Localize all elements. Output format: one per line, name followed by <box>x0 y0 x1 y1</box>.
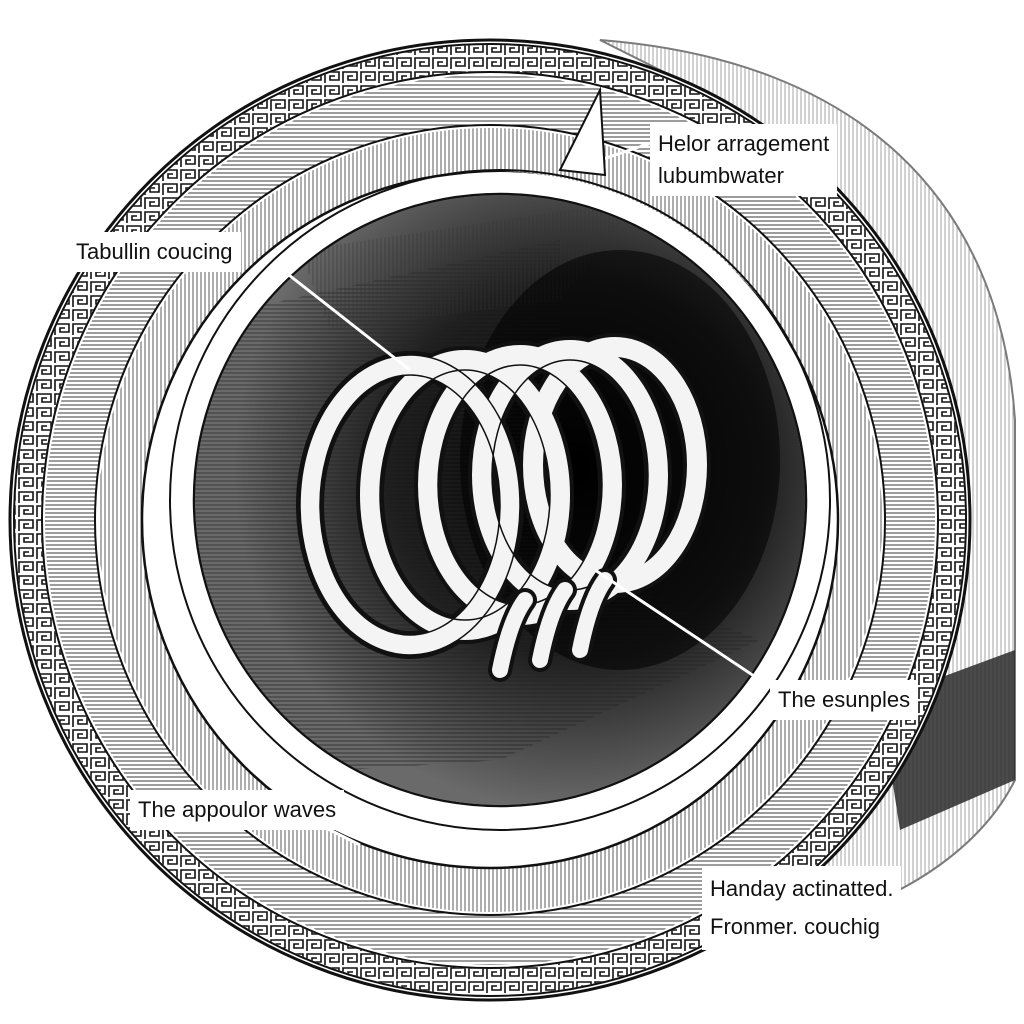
label-text-line-1: Helor arragement <box>658 131 830 156</box>
leader-esunples <box>594 568 776 692</box>
label-appoulor-waves: The appoulor waves <box>130 790 345 830</box>
helical-coil <box>296 333 711 682</box>
label-text: Tabullin coucing <box>76 239 233 264</box>
label-helor-arragement: Helor arragement lubumbwater <box>650 124 838 196</box>
label-tabullin-coucing: Tabullin coucing <box>68 232 241 272</box>
label-esunples: The esunples <box>770 680 919 720</box>
leader-tabullin <box>279 266 411 372</box>
inner-bezel <box>169 169 831 831</box>
pointer-wedge <box>558 86 607 177</box>
label-text-line-2: Fronmer. couchig <box>710 914 880 939</box>
label-handay-actinatted: Handay actinatted. Fronmer. couchig <box>702 866 902 950</box>
label-text-line-2: lubumbwater <box>658 163 784 188</box>
label-text: The esunples <box>778 687 911 712</box>
label-text: The appoulor waves <box>138 797 337 822</box>
label-text-line-1: Handay actinatted. <box>710 876 894 901</box>
